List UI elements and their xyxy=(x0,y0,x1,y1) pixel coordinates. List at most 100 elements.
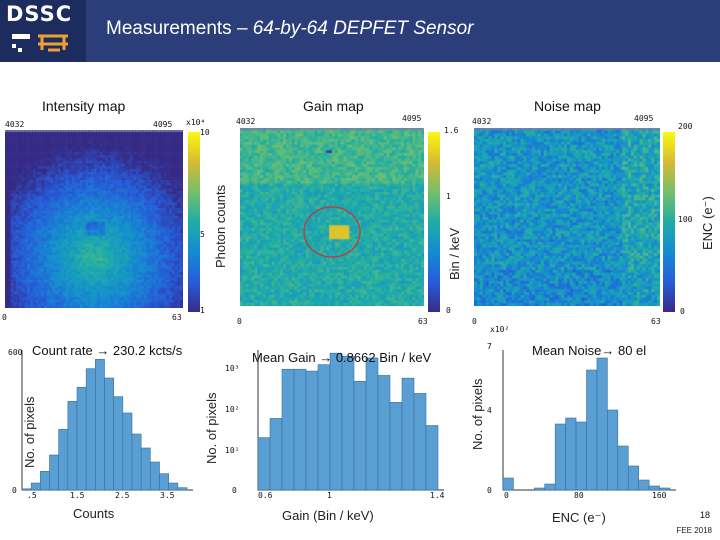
hist1-xtick-1: 1.5 xyxy=(70,491,85,500)
hist2-ylabel: No. of pixels xyxy=(204,392,219,464)
hist3-ytick-1: 4 xyxy=(487,406,492,415)
hist2-annotation: Mean Gain → 0.8662 Bin / keV xyxy=(252,350,432,365)
hist-bar xyxy=(257,437,271,491)
map3-x-start: 0 xyxy=(472,317,477,326)
cbar3-bottom: 0 xyxy=(680,307,685,316)
hist-bar xyxy=(140,447,151,491)
hist-bar xyxy=(596,357,608,491)
hist1-y-top: 600 xyxy=(8,348,23,357)
map1-x-start: 0 xyxy=(2,313,7,322)
gain-map xyxy=(240,128,424,306)
cbar3-mid: 100 xyxy=(678,215,693,224)
cbar2-mid: 1 xyxy=(446,192,451,201)
hist-bar xyxy=(293,368,307,491)
hist1-annotation: Count rate → 230.2 kcts/s xyxy=(32,343,183,358)
cbar1-bottom: 1 xyxy=(200,306,205,315)
hist2-xtick-2: 1.4 xyxy=(430,491,445,500)
hist-bar xyxy=(159,473,169,491)
hist-bar xyxy=(565,417,577,491)
hist-bar xyxy=(40,471,50,491)
page-title: Measurements – 64-by-64 DEPFET Sensor xyxy=(106,18,474,39)
hist-bar xyxy=(648,485,660,491)
hist-bar xyxy=(122,412,133,491)
map1-corner-right: 4095 xyxy=(153,120,173,129)
hist2-ytick-1: 10² xyxy=(225,405,240,414)
hist2-xtick-1: 1 xyxy=(327,491,332,500)
hist3-annotation: Mean Noise→ 80 el xyxy=(532,343,647,358)
hist2-xlabel: Gain (Bin / keV) xyxy=(282,508,374,523)
hist-bar xyxy=(659,487,671,491)
cbar2-bottom: 0 xyxy=(446,306,451,315)
noise-map xyxy=(474,128,660,306)
hist-bar xyxy=(67,401,78,491)
hist-bar xyxy=(353,381,367,491)
noise-map-title: Noise map xyxy=(534,98,601,114)
hist-bar xyxy=(413,393,427,491)
hist-bar xyxy=(95,359,105,491)
event-label: FEE 2018 xyxy=(676,526,712,535)
cbar1-label: Photon counts xyxy=(213,184,228,268)
map2-x-end: 63 xyxy=(418,317,428,326)
hist-bar xyxy=(150,461,160,491)
hist3-xlabel: ENC (e⁻) xyxy=(552,510,606,525)
cbar1-mid: 5 xyxy=(200,230,205,239)
hist2-ytick-3: 0 xyxy=(232,486,237,495)
hist-bar xyxy=(534,487,546,491)
cbar2-label: Bin / keV xyxy=(447,227,462,280)
hist-bar xyxy=(389,402,403,491)
hist3-y-exp: x10² xyxy=(490,325,510,334)
hist3-xtick-0: 0 xyxy=(504,491,509,500)
hist1-ylabel: No. of pixels xyxy=(22,396,37,468)
map2-corner-left: 4032 xyxy=(236,117,256,126)
hist-bar xyxy=(544,483,556,491)
logo-detector-icon xyxy=(12,34,68,52)
hist-bar xyxy=(49,454,59,491)
dssc-logo: DSSC xyxy=(0,0,86,62)
hist3-ylabel: No. of pixels xyxy=(470,378,485,450)
hist-bar xyxy=(104,377,114,491)
hist1-y-bottom: 0 xyxy=(12,486,17,495)
header-bar xyxy=(0,0,720,62)
hist2-ytick-2: 10¹ xyxy=(225,446,240,455)
hist-bar xyxy=(168,482,179,491)
map1-x-end: 63 xyxy=(172,313,182,322)
hist-bar xyxy=(329,352,343,491)
hist-bar xyxy=(76,387,87,491)
map2-x-start: 0 xyxy=(237,317,242,326)
hist-bar xyxy=(30,482,41,491)
gain-histogram xyxy=(257,350,444,491)
hist-bar xyxy=(365,357,379,491)
hist-bar xyxy=(586,369,598,491)
map1-corner-left: 4032 xyxy=(5,120,25,129)
gain-map-title: Gain map xyxy=(303,98,364,114)
gain-colorbar xyxy=(428,132,440,312)
hist-bar xyxy=(85,368,96,491)
hist-bar xyxy=(341,355,355,491)
hist-bar xyxy=(305,370,319,491)
hist-bar xyxy=(177,487,188,491)
hist3-ytick-0: 7 xyxy=(487,342,492,351)
hist-bar xyxy=(21,488,32,491)
page-number: 18 xyxy=(699,510,710,520)
intensity-map xyxy=(5,130,183,308)
map3-corner-right: 4095 xyxy=(634,114,654,123)
hist-bar xyxy=(425,425,439,491)
hist-bar xyxy=(377,375,391,491)
hist3-xtick-2: 160 xyxy=(652,491,667,500)
hist1-xlabel: Counts xyxy=(73,506,115,521)
cbar1-exponent: x10⁴ xyxy=(186,118,206,127)
cbar1-top: 10 xyxy=(200,128,210,137)
hist-bar xyxy=(113,396,124,491)
intensity-map-title: Intensity map xyxy=(42,98,126,114)
hist-bar xyxy=(627,465,639,491)
cbar2-top: 1.6 xyxy=(444,126,459,135)
hist1-xtick-0: .5 xyxy=(27,491,37,500)
hist3-ytick-2: 0 xyxy=(487,486,492,495)
hist-bar xyxy=(269,418,283,491)
hist-bar xyxy=(317,364,331,491)
noise-histogram xyxy=(502,350,676,491)
hist-bar xyxy=(58,429,69,491)
map2-corner-right: 4095 xyxy=(402,114,422,123)
map3-corner-left: 4032 xyxy=(472,117,492,126)
hist-bar xyxy=(131,433,142,491)
